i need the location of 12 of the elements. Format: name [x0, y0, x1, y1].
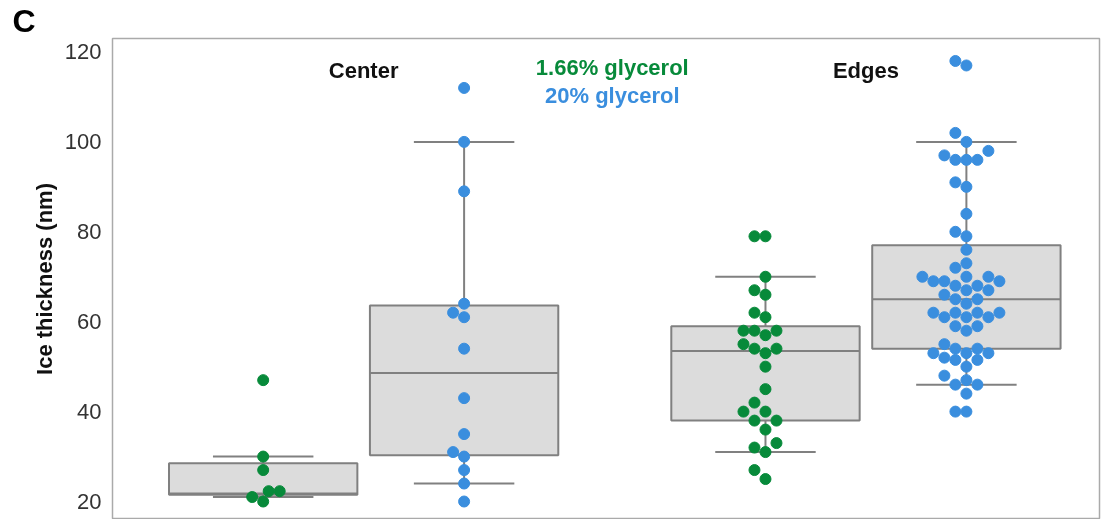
- text: 1.66% glycerol: [535, 54, 689, 80]
- y-tick-label: 20: [77, 489, 102, 515]
- y-tick-label: 40: [77, 399, 102, 425]
- y-tick-label: 60: [77, 309, 102, 335]
- y-tick-label: 120: [64, 39, 102, 65]
- y-tick-label: 100: [64, 129, 102, 155]
- text: 20% glycerol: [545, 82, 680, 108]
- y-axis-title: Ice thickness (nm): [31, 183, 57, 375]
- x-tick-label: Center: [328, 57, 399, 83]
- y-tick-label: 80: [77, 219, 102, 245]
- text: C: [12, 2, 36, 39]
- x-tick-label: Edges: [832, 57, 899, 83]
